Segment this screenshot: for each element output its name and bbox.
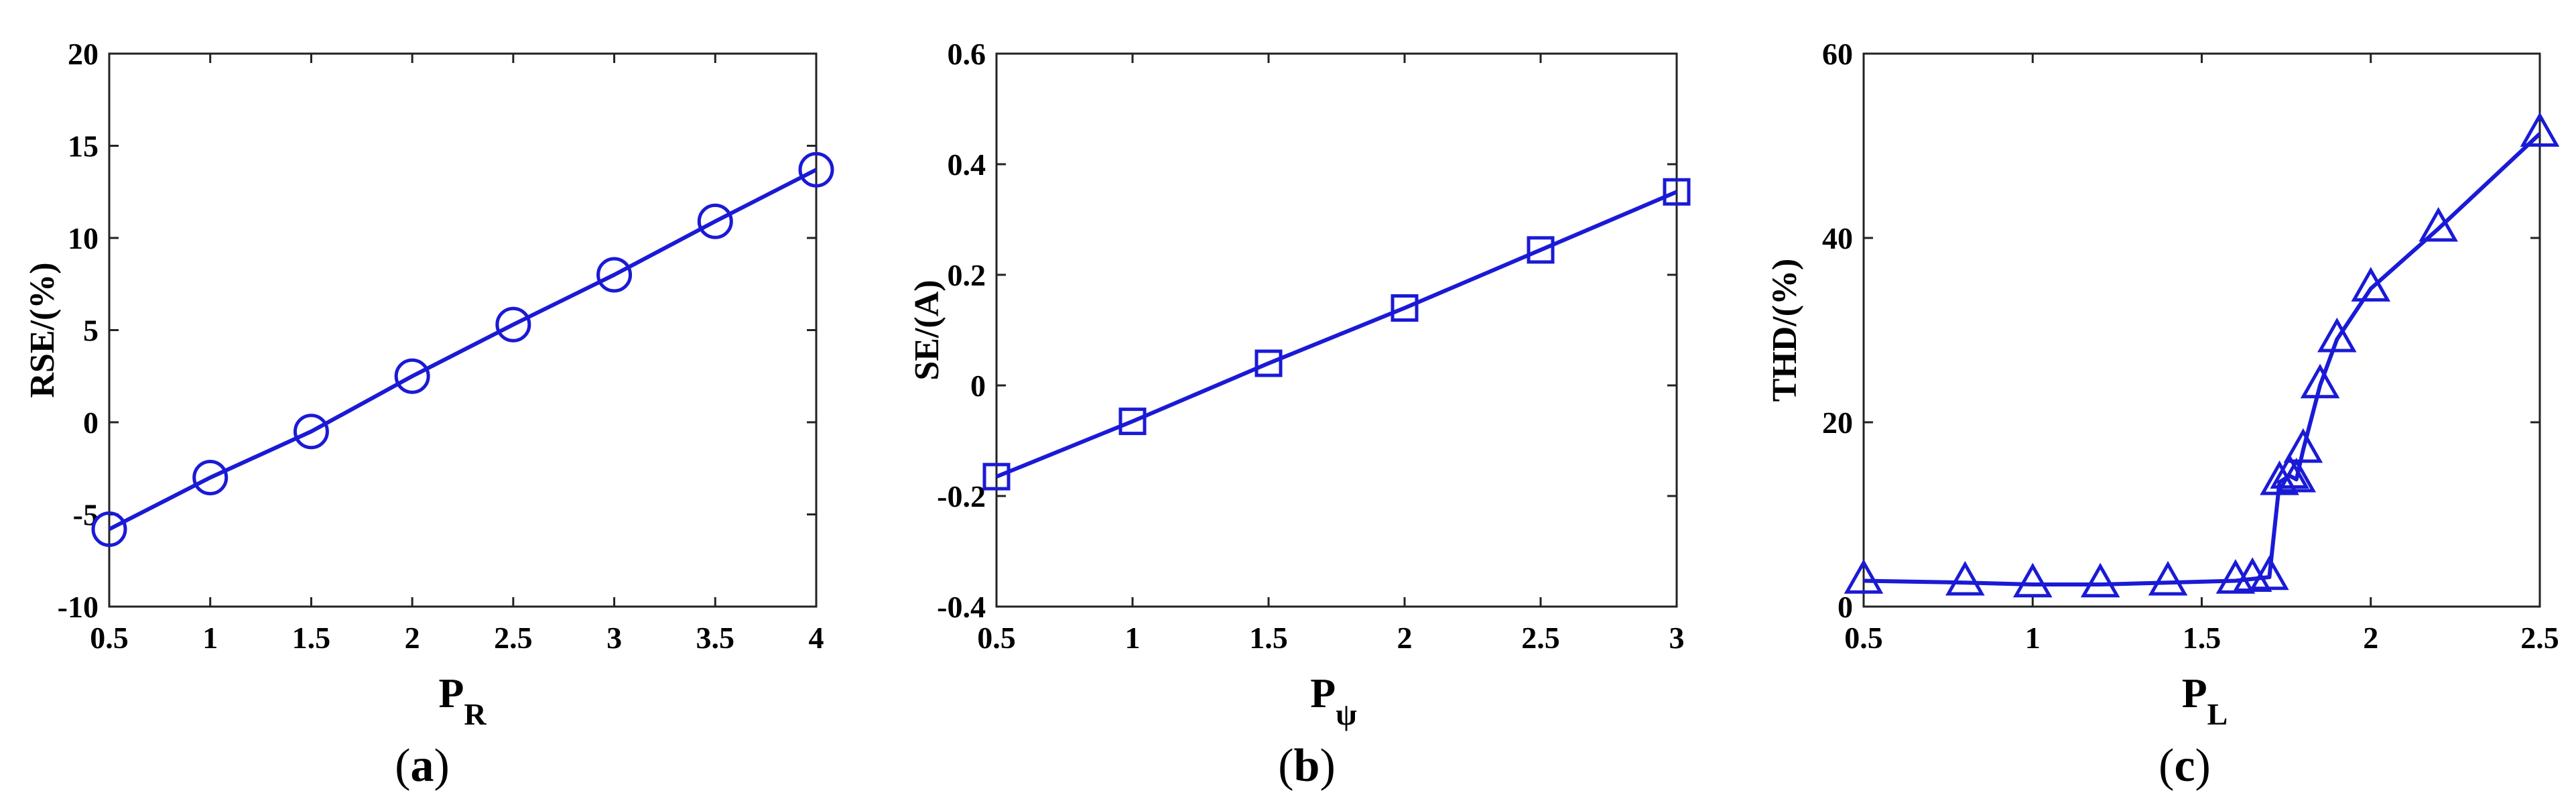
data-point <box>1118 408 1147 436</box>
data-point <box>2012 562 2053 598</box>
x-axis-label-main: P <box>438 671 464 717</box>
axes-frame <box>1862 52 2541 608</box>
y-tick-label: 0 <box>1838 590 1853 624</box>
series-line <box>108 168 818 532</box>
y-tick-label: 0.4 <box>948 147 986 182</box>
data-point <box>2520 112 2560 147</box>
panel-label-letter: b <box>1294 740 1320 792</box>
x-axis-label-subscript: L <box>2207 697 2228 731</box>
axes-frame <box>108 52 818 608</box>
series-line <box>1863 132 2542 586</box>
panel-label-open: ( <box>395 740 410 792</box>
panel-label: (b) <box>1278 740 1336 792</box>
data-point <box>2270 454 2309 489</box>
data-point <box>2351 267 2391 302</box>
series-line <box>995 190 1678 479</box>
x-tick-label: 3 <box>606 621 622 655</box>
data-point <box>596 257 633 293</box>
panel-label-close: ) <box>2195 740 2211 792</box>
x-tick-label: 2.5 <box>494 621 533 655</box>
y-axis-label: SE/(A) <box>908 280 946 380</box>
x-tick-label: 0.5 <box>977 621 1016 655</box>
data-point <box>2080 562 2120 598</box>
x-tick-label: 1 <box>1125 621 1141 655</box>
panel-label-open: ( <box>2159 740 2174 792</box>
y-tick-label: 40 <box>1822 221 1853 255</box>
y-tick-label: 20 <box>68 37 99 71</box>
data-point <box>1391 294 1419 322</box>
axes-frame <box>995 52 1678 608</box>
panel-label: (c) <box>2159 740 2211 792</box>
data-point <box>2276 457 2317 493</box>
x-tick-label: 2 <box>2363 621 2378 655</box>
data-point <box>293 414 329 450</box>
panel-label-letter: c <box>2174 740 2195 792</box>
x-tick-label: 1 <box>2025 621 2041 655</box>
x-tick-label: 4 <box>809 621 824 655</box>
data-point <box>495 306 531 343</box>
data-point <box>697 203 733 239</box>
panel-label-close: ) <box>434 740 450 792</box>
data-point <box>1254 349 1283 377</box>
x-tick-label: 1.5 <box>292 621 331 655</box>
chart-panel-2: 0.5 1 1.5 2 2.5 3-0.4-0.200.20.40.6SE/(A)Pψ(b… <box>908 37 1691 792</box>
data-point <box>1945 560 1985 596</box>
x-tick-label: 1.5 <box>2183 621 2221 655</box>
y-tick-label: 20 <box>1822 406 1853 440</box>
x-axis-label: PR <box>438 671 487 731</box>
y-tick-label: -10 <box>58 590 99 624</box>
panel-label-close: ) <box>1319 740 1335 792</box>
x-axis-label-subscript: R <box>464 697 487 731</box>
x-tick-label: 3 <box>1669 621 1685 655</box>
x-tick-label: 2.5 <box>1521 621 1560 655</box>
data-point <box>798 151 834 188</box>
y-tick-label: -0.4 <box>937 590 986 624</box>
panel-label-letter: a <box>411 740 434 792</box>
data-point <box>192 460 229 495</box>
y-tick-label: -0.2 <box>937 479 986 513</box>
x-tick-label: 3.5 <box>696 621 735 655</box>
panel-label: (a) <box>395 740 450 792</box>
x-tick-label: 1.5 <box>1249 621 1288 655</box>
y-axis-label: THD/(%) <box>1766 259 1804 402</box>
data-point <box>2419 206 2458 242</box>
x-tick-label: 2 <box>405 621 420 655</box>
data-point <box>2148 560 2188 596</box>
x-axis-label-subscript: ψ <box>1336 697 1357 731</box>
data-point <box>394 358 430 394</box>
data-point <box>1527 236 1555 264</box>
x-tick-label: 0.5 <box>1844 621 1883 655</box>
y-tick-label: 60 <box>1822 37 1853 71</box>
data-point <box>1844 559 1884 594</box>
data-point <box>2317 317 2357 353</box>
y-tick-label: 0 <box>970 369 986 403</box>
x-axis-label: PL <box>2182 671 2228 731</box>
data-point <box>1663 178 1691 206</box>
y-axis-label: RSE/(%) <box>23 262 62 397</box>
x-tick-label: 1 <box>202 621 218 655</box>
x-tick-label: 0.5 <box>90 621 129 655</box>
data-point <box>91 511 127 547</box>
y-tick-label: 10 <box>68 221 99 255</box>
y-tick-label: 0.6 <box>948 37 986 71</box>
panel-label-open: ( <box>1278 740 1293 792</box>
x-tick-label: 2 <box>1397 621 1413 655</box>
data-point <box>2300 363 2340 399</box>
y-tick-label: 0.2 <box>948 258 986 292</box>
y-tick-label: 0 <box>83 406 99 440</box>
x-axis-label-main: P <box>2182 671 2207 717</box>
x-axis-label-main: P <box>1310 671 1336 717</box>
data-point <box>982 462 1011 491</box>
data-point <box>2250 555 2289 591</box>
chart-panel-1: 0.5 1 1.5 2 2.5 3 3.5 4-10-505101520RSE/(%)PR(a… <box>23 37 834 792</box>
data-point <box>2283 428 2323 463</box>
x-axis-label: Pψ <box>1310 671 1357 731</box>
x-tick-label: 2.5 <box>2520 621 2559 655</box>
y-tick-label: 15 <box>68 129 99 164</box>
y-tick-label: 5 <box>83 314 99 348</box>
